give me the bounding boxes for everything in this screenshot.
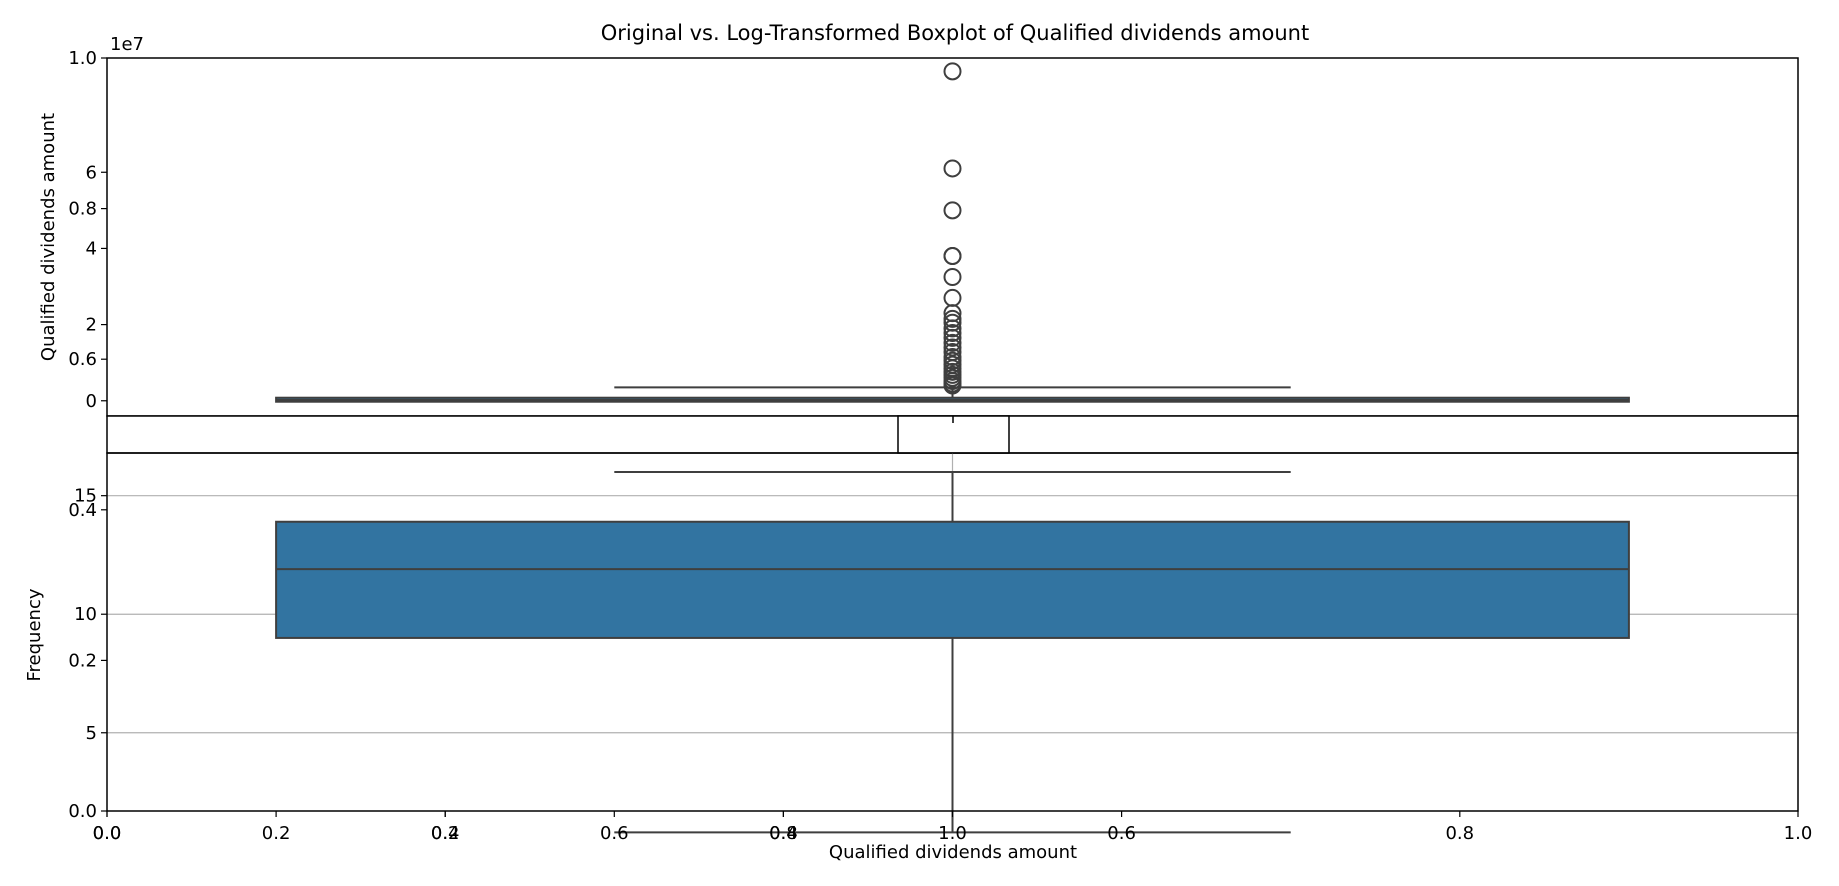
chart-title: Original vs. Log-Transformed Boxplot of … <box>601 21 1309 45</box>
left-inset-x-tick-label: 0.4 <box>431 823 460 844</box>
outer-axes-ticks: 0.00.20.40.60.81.00.0 0.2 0.4 0.6 0.8 1.0 <box>68 48 1812 844</box>
bottom-panel: 5 10 15 <box>74 452 1799 834</box>
outer-y-tick-label: 0.6 <box>68 349 97 370</box>
bottom-y-ticks: 5 10 15 <box>74 486 107 744</box>
top-y-ticks: 0 2 4 6 <box>86 162 107 412</box>
outer-y-tick-label: 1.0 <box>68 48 97 69</box>
bottom-box <box>275 470 1630 834</box>
outer-x-tick-label: 0.0 <box>93 823 122 844</box>
top-panel: 0 2 4 6 1e7 Qualified dividends amount <box>38 34 1799 417</box>
bottom-y-tick-label: 5 <box>86 723 97 744</box>
top-box <box>275 386 1630 403</box>
outer-y-tick-label: 0.4 <box>68 500 97 521</box>
outer-x-tick-label: 0.6 <box>1107 823 1136 844</box>
top-y-tick-label: 4 <box>86 238 97 259</box>
top-outlier-point <box>943 267 962 286</box>
top-outlier-point <box>943 333 962 352</box>
left-inset-x-tick-label: 0.2 <box>262 823 291 844</box>
bottom-box-body <box>275 520 1630 639</box>
outer-y-tick-label: 0.0 <box>68 801 97 822</box>
left-inset-x-tick-label: 0.8 <box>769 823 798 844</box>
top-y-axis-label: Qualified dividends amount <box>38 113 59 361</box>
left-inset-x-tick-label: 0.0 <box>93 823 122 844</box>
top-outlier-point <box>943 159 962 178</box>
x-axis-label: Qualified dividends amount <box>829 842 1077 863</box>
top-y-tick-label: 0 <box>86 391 97 412</box>
top-y-tick-label: 2 <box>86 315 97 336</box>
outer-x-tick-label: 0.4 <box>769 823 798 844</box>
top-outlier-point <box>943 62 962 81</box>
outer-x-tick-label: 0.8 <box>1445 823 1474 844</box>
outer-y-tick-label: 0.8 <box>68 199 97 220</box>
top-y-tick-label: 6 <box>86 162 97 183</box>
bottom-y-tick-label: 10 <box>74 604 97 625</box>
top-outliers <box>943 62 962 395</box>
left-inset-x-tick-label: 0.6 <box>600 823 629 844</box>
top-outlier-point <box>943 319 962 338</box>
outer-x-tick-label: 1.0 <box>1784 823 1813 844</box>
outer-y-tick-label: 0.2 <box>68 650 97 671</box>
left-inset-x-ticks: 0.0 0.2 0.4 0.6 0.8 1.0 <box>93 811 967 844</box>
middle-inset-axes <box>106 415 1799 454</box>
top-outlier-point <box>943 338 962 357</box>
left-inset-x-tick-label: 1.0 <box>938 823 967 844</box>
top-outlier-point <box>943 247 962 266</box>
top-outlier-point <box>943 328 962 347</box>
top-scale-label: 1e7 <box>110 34 144 55</box>
outer-x-tick-label: 0.2 <box>431 823 460 844</box>
top-outlier-point <box>943 323 962 342</box>
top-outlier-point <box>943 201 962 220</box>
y-axis-label: Frequency <box>24 588 45 681</box>
bottom-y-tick-label: 15 <box>74 486 97 507</box>
